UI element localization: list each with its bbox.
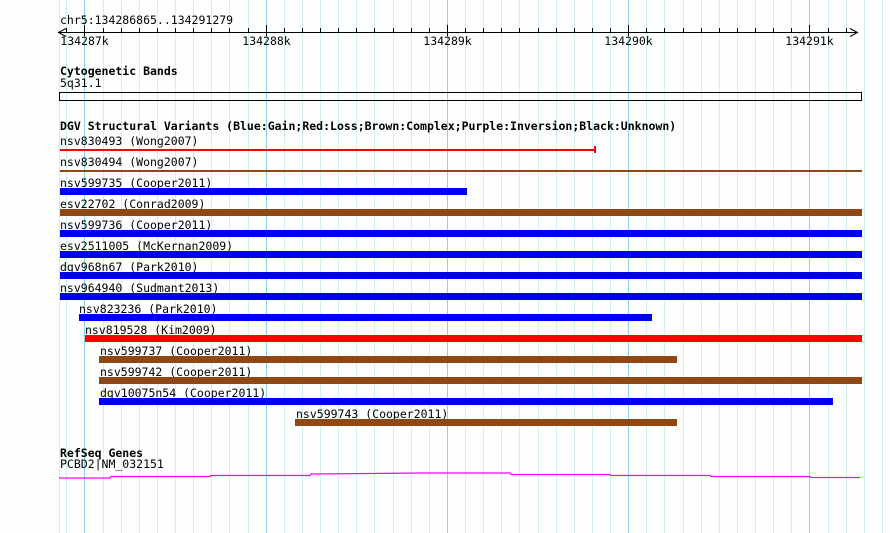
track-bar[interactable] xyxy=(60,230,862,237)
track-label[interactable]: nsv599742 (Cooper2011) xyxy=(100,365,253,379)
track-bar[interactable] xyxy=(99,398,833,405)
track-bar[interactable] xyxy=(60,188,467,195)
track-label[interactable]: nsv599737 (Cooper2011) xyxy=(100,344,253,358)
track-bar[interactable] xyxy=(79,314,652,321)
ruler-right-arrow-icon xyxy=(849,28,859,37)
dgv-section-title: DGV Structural Variants (Blue:Gain;Red:L… xyxy=(60,119,677,133)
track-bar[interactable] xyxy=(60,209,862,216)
track-label[interactable]: nsv830493 (Wong2007) xyxy=(60,134,199,148)
cytogenetic-section-title: Cytogenetic Bands xyxy=(60,64,178,78)
track-bar[interactable] xyxy=(60,251,862,258)
track-label[interactable]: nsv830494 (Wong2007) xyxy=(60,155,199,169)
track-label[interactable]: dgv968n67 (Park2010) xyxy=(60,260,199,274)
refseq-gene-label: PCBD2|NM_032151 xyxy=(60,457,164,471)
track-bar[interactable] xyxy=(85,335,862,342)
ruler-tick-label: 134289k xyxy=(423,34,472,48)
ruler-tick-label: 134291k xyxy=(785,34,834,48)
track-label[interactable]: nsv599735 (Cooper2011) xyxy=(60,176,213,190)
track-bar[interactable] xyxy=(99,356,677,363)
ruler-left-arrow-icon xyxy=(57,28,67,37)
track-bar[interactable] xyxy=(60,149,594,151)
region-title: chr5:134286865..134291279 xyxy=(60,13,234,27)
track-label[interactable]: dgv10075n54 (Cooper2011) xyxy=(100,386,267,400)
ruler-tick-label: 134287k xyxy=(60,34,109,48)
track-bar[interactable] xyxy=(295,419,677,426)
track-bar[interactable] xyxy=(60,293,862,300)
track-label[interactable]: nsv823236 (Park2010) xyxy=(79,302,218,316)
track-label[interactable]: nsv964940 (Sudmant2013) xyxy=(60,281,220,295)
track-bar-end-cap xyxy=(594,146,596,153)
ruler-tick-label: 134290k xyxy=(604,34,653,48)
gene-line[interactable] xyxy=(59,472,860,479)
refseq-section-title: RefSeq Genes xyxy=(60,446,144,460)
cytoband-label: 5q31.1 xyxy=(60,76,102,90)
track-label[interactable]: nsv599743 (Cooper2011) xyxy=(296,407,449,421)
track-label[interactable]: nsv599736 (Cooper2011) xyxy=(60,218,213,232)
track-label[interactable]: esv2511005 (McKernan2009) xyxy=(60,239,234,253)
track-bar[interactable] xyxy=(60,170,862,172)
ruler-tick-label: 134288k xyxy=(242,34,291,48)
cytoband-box xyxy=(59,92,862,101)
track-bar[interactable] xyxy=(60,272,862,279)
track-bar[interactable] xyxy=(99,377,862,384)
track-label[interactable]: nsv819528 (Kim2009) xyxy=(85,323,217,337)
track-label[interactable]: esv22702 (Conrad2009) xyxy=(60,197,206,211)
